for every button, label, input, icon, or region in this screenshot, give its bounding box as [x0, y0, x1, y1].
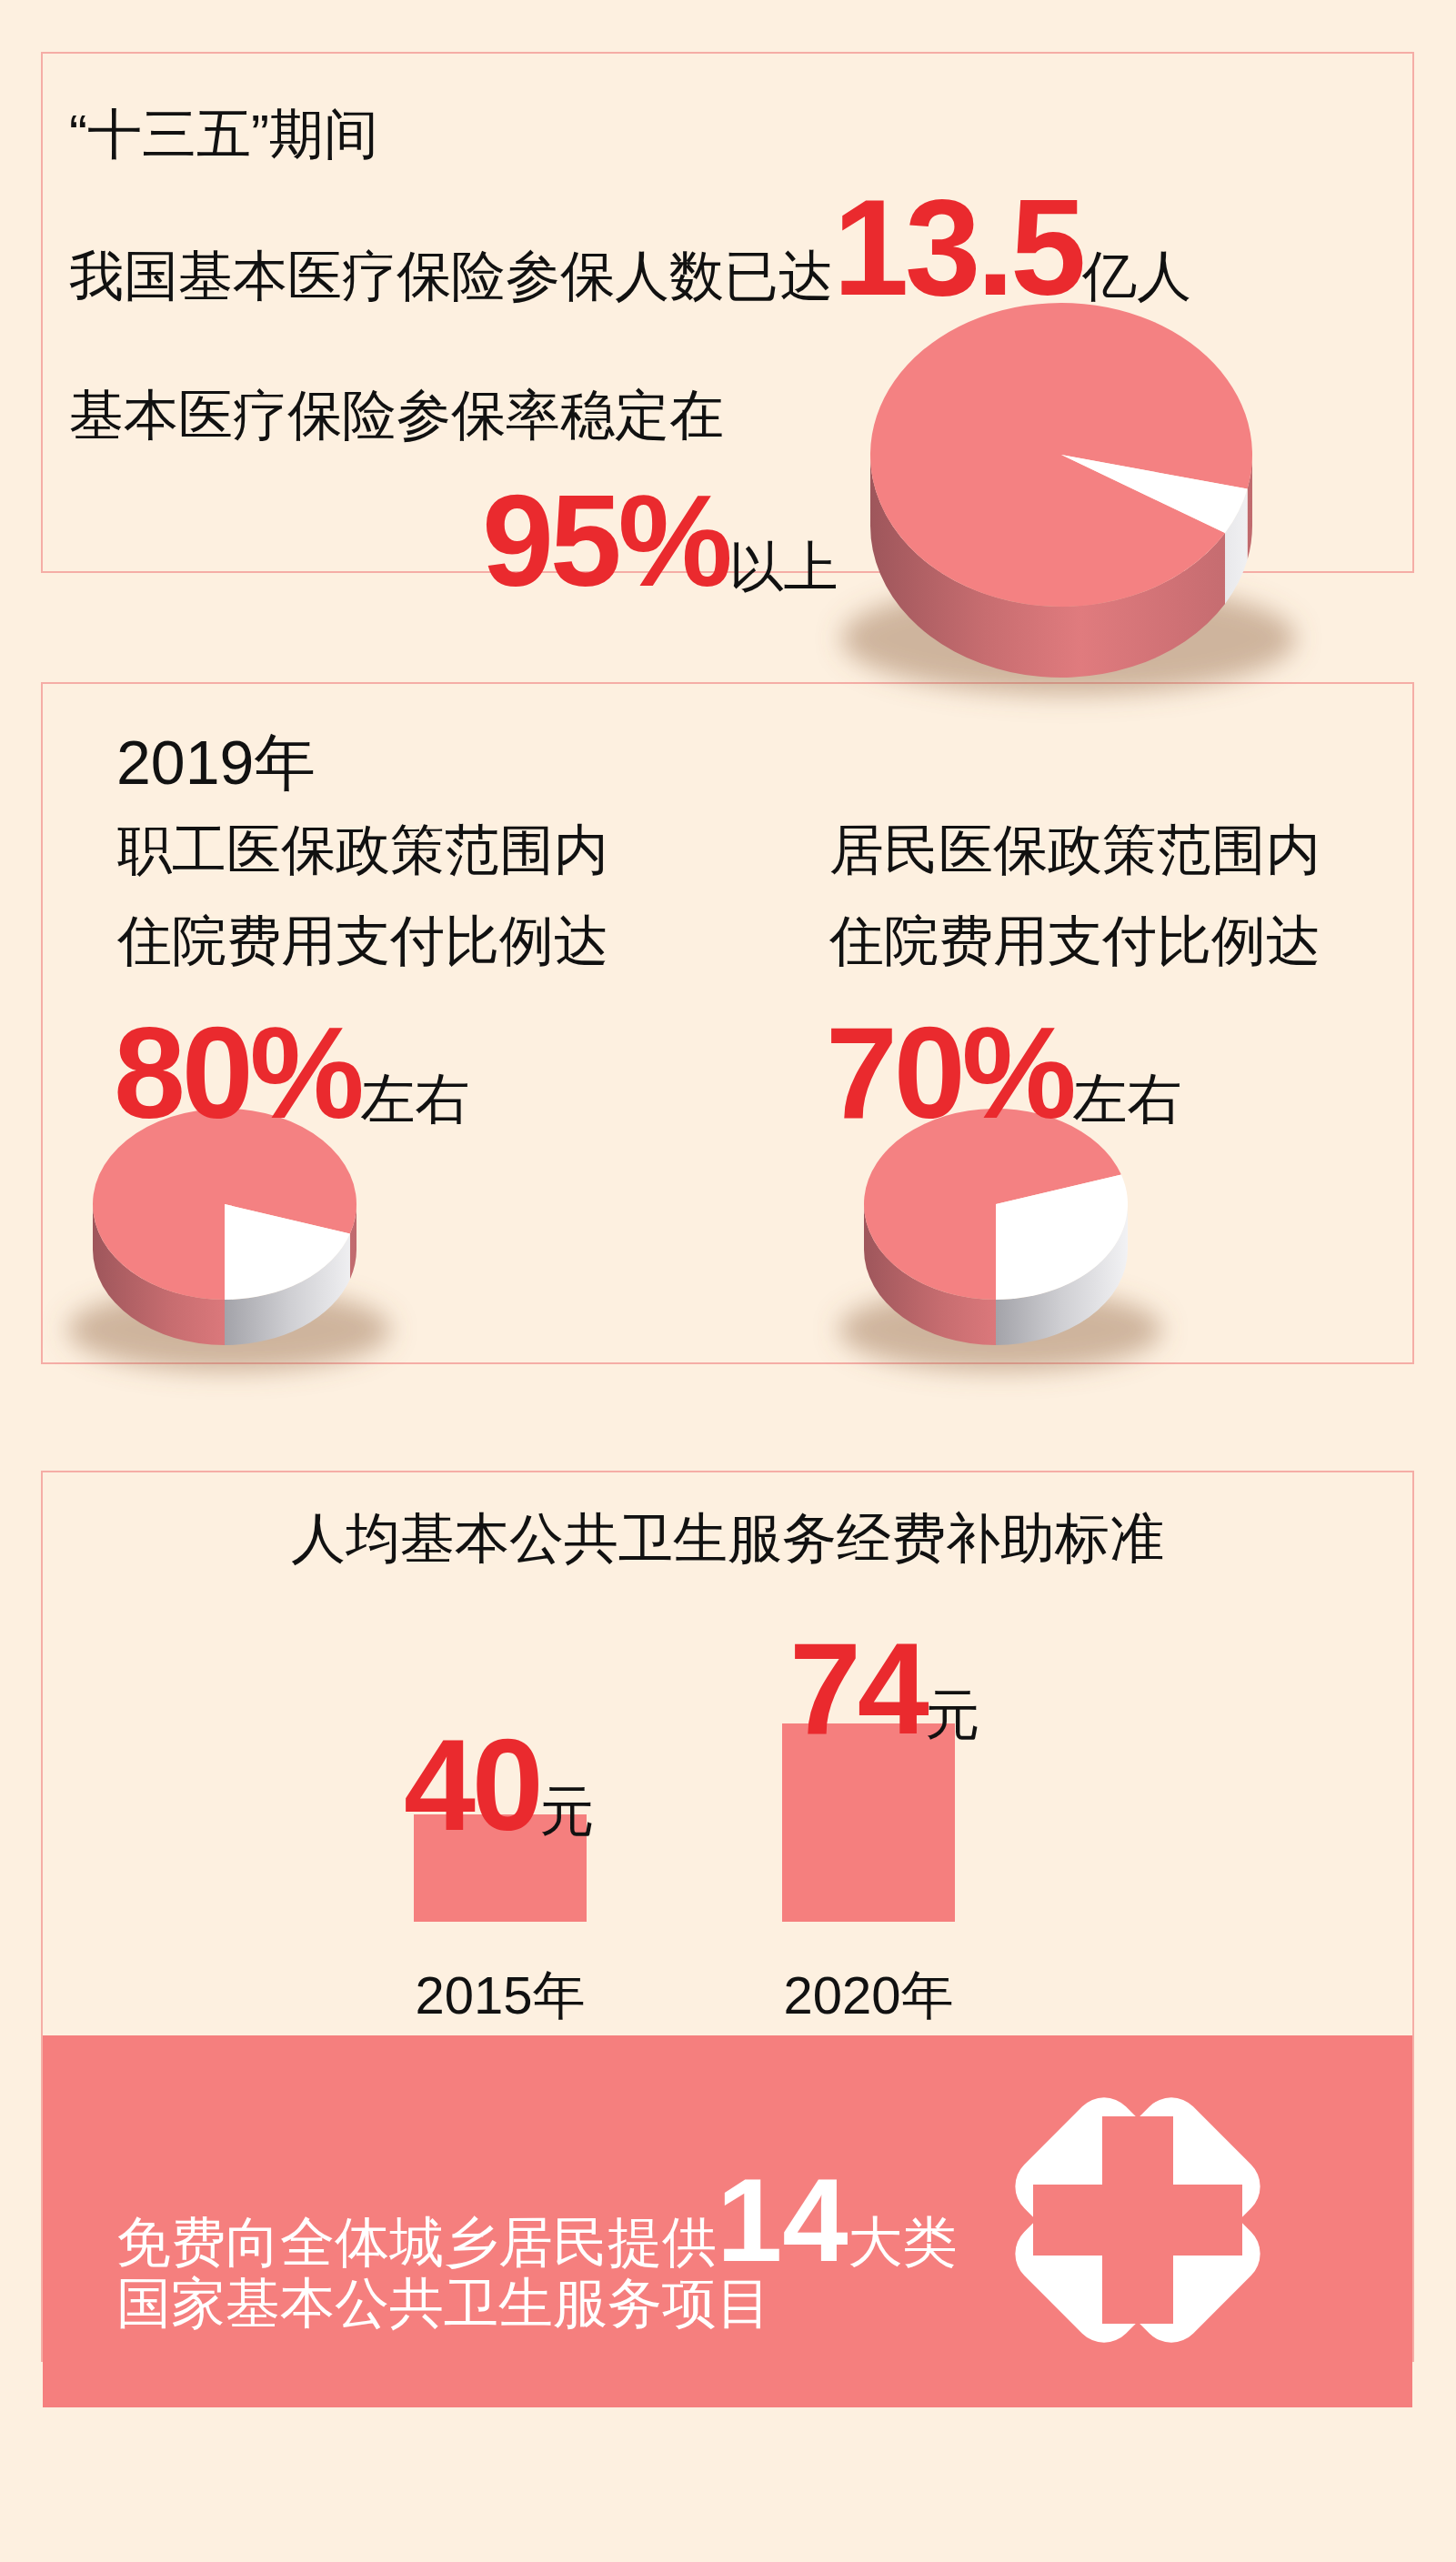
insured-rate-line: 基本医疗保险参保率稳定在 [69, 416, 724, 434]
resident-line1: 居民医保政策范围内 [829, 850, 1320, 869]
bar-label: 2015年 [500, 1995, 670, 2014]
band-line1: 免费向全体城乡居民提供14大类 [116, 2220, 958, 2261]
employee-line1: 职工医保政策范围内 [117, 850, 608, 869]
employee-value: 80%左右 [114, 1073, 469, 1118]
bar-value: 74元 [789, 1689, 979, 1733]
infographic-page: “十三五”期间 我国基本医疗保险参保人数已达13.5亿人 基本医疗保险参保率稳定… [0, 0, 1456, 2562]
band-line2: 国家基本公共卫生服务项目 [116, 2304, 771, 2322]
bar-value: 40元 [404, 1785, 594, 1830]
resident-line2: 住院费用支付比例达 [829, 941, 1320, 959]
insured-count-line: 我国基本医疗保险参保人数已达13.5亿人 [69, 247, 1191, 295]
year-label: 2019年 [116, 762, 316, 784]
bar-label: 2020年 [869, 1995, 1039, 2014]
bar-chart-title: 人均基本公共卫生服务经费补助标准 [41, 1539, 1414, 1557]
resident-value: 70%左右 [826, 1073, 1181, 1118]
insured-rate-value: 95%以上 [482, 541, 838, 586]
hospital-cross-icon [997, 2079, 1279, 2361]
period-title: “十三五”期间 [69, 135, 378, 153]
employee-line2: 住院费用支付比例达 [117, 941, 608, 959]
